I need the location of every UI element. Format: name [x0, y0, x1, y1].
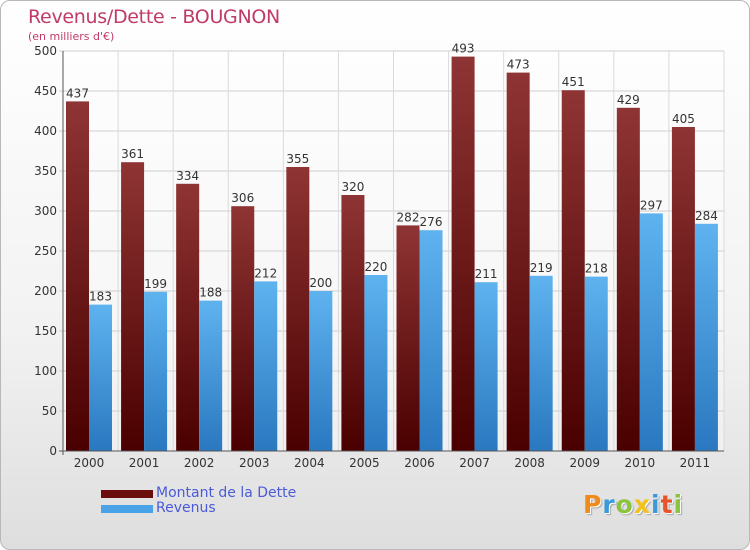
- data-label: 451: [562, 75, 585, 89]
- data-label: 212: [254, 266, 277, 280]
- bar-layer: [66, 56, 718, 452]
- bar-revenus: [254, 281, 278, 451]
- x-tick-label: 2008: [514, 456, 545, 470]
- bar-revenus: [364, 275, 388, 451]
- logo-letter: P: [583, 490, 603, 519]
- data-label: 200: [309, 276, 332, 290]
- bar-revenus: [529, 275, 553, 451]
- x-tick-label: 2006: [404, 456, 435, 470]
- bar-dette: [451, 56, 475, 451]
- data-label: 188: [199, 286, 222, 300]
- logo-letter: o: [615, 490, 634, 519]
- bar-revenus: [144, 291, 168, 451]
- bar-revenus: [639, 213, 663, 451]
- bar-dette: [616, 107, 640, 452]
- legend-swatch-revenus: [101, 505, 153, 513]
- logo-letter: x: [633, 490, 651, 519]
- x-tick-label: 2007: [459, 456, 490, 470]
- bar-revenus: [694, 223, 718, 451]
- y-tick-label: 500: [34, 44, 57, 58]
- bar-dette: [66, 101, 89, 452]
- data-label: 405: [672, 112, 695, 126]
- data-label: 218: [585, 262, 608, 276]
- x-tick-label: 2004: [294, 456, 325, 470]
- data-label: 183: [89, 290, 112, 304]
- bar-dette: [176, 183, 200, 452]
- data-label: 284: [695, 209, 718, 223]
- data-label: 429: [617, 93, 640, 107]
- y-tick-label: 50: [42, 404, 57, 418]
- data-label: 276: [420, 215, 443, 229]
- bar-dette: [671, 127, 695, 451]
- x-tick-label: 2005: [349, 456, 380, 470]
- data-label: 361: [121, 147, 144, 161]
- bar-dette: [341, 195, 365, 451]
- legend-label-revenus: Revenus: [156, 500, 216, 516]
- x-tick-label: 2011: [680, 456, 711, 470]
- logo-letter: i: [651, 490, 661, 519]
- bar-dette: [121, 162, 145, 451]
- proxiti-logo: Proxiti: [583, 490, 683, 519]
- bar-dette: [506, 72, 530, 451]
- bar-revenus: [89, 304, 112, 451]
- y-tick-label: 300: [34, 204, 57, 218]
- data-label: 437: [66, 86, 89, 100]
- legend-swatch-debt: [101, 490, 153, 498]
- y-tick-label: 350: [34, 164, 57, 178]
- legend-label-debt: Montant de la Dette: [156, 485, 297, 501]
- x-tick-label: 2002: [184, 456, 215, 470]
- bar-revenus: [309, 291, 333, 451]
- data-label: 320: [341, 180, 364, 194]
- x-tick-label: 2000: [74, 456, 105, 470]
- y-tick-label: 200: [34, 284, 57, 298]
- data-label: 282: [397, 210, 420, 224]
- data-label: 334: [176, 169, 199, 183]
- bar-revenus: [419, 230, 443, 451]
- bar-dette: [231, 206, 255, 451]
- bar-revenus: [474, 282, 498, 451]
- data-label: 199: [144, 277, 167, 291]
- y-tick-label: 150: [34, 324, 57, 338]
- bar-dette: [561, 90, 585, 451]
- bar-revenus: [199, 300, 223, 451]
- x-tick-label: 2009: [569, 456, 600, 470]
- data-label: 219: [530, 261, 553, 275]
- logo-letter: r: [602, 490, 616, 519]
- bar-dette: [396, 225, 420, 451]
- data-label: 211: [475, 267, 498, 281]
- data-label: 297: [640, 198, 663, 212]
- data-label: 493: [452, 42, 475, 56]
- data-label: 220: [364, 260, 387, 274]
- y-tick-label: 250: [34, 244, 57, 258]
- bar-revenus: [584, 276, 608, 451]
- chart-subtitle: (en milliers d'€): [28, 30, 115, 43]
- y-tick-label: 0: [49, 444, 57, 458]
- x-tick-label: 2001: [129, 456, 160, 470]
- axis-layer: 0 50 100 150 200 250 300 350 400 450 500 437 183 2000…: [34, 42, 724, 470]
- logo-letter: i: [673, 490, 684, 519]
- y-tick-label: 450: [34, 84, 57, 98]
- y-tick-label: 100: [34, 364, 57, 378]
- data-label: 355: [286, 152, 309, 166]
- data-label: 306: [231, 191, 254, 205]
- chart-title: Revenus/Dette - BOUGNON: [28, 6, 280, 28]
- logo-letter: t: [660, 490, 674, 519]
- data-label: 473: [507, 58, 530, 72]
- y-tick-label: 400: [34, 124, 57, 138]
- x-tick-label: 2003: [239, 456, 270, 470]
- grid-layer: [59, 50, 725, 452]
- bar-dette: [286, 167, 310, 451]
- x-tick-label: 2010: [625, 456, 656, 470]
